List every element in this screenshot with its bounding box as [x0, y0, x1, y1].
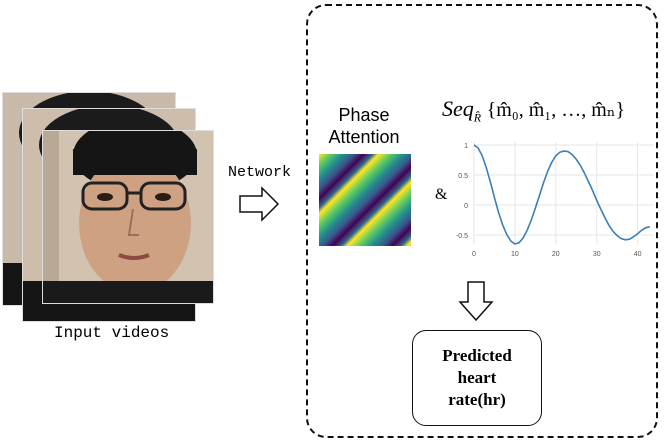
y-tick-label-1: 0.5: [458, 173, 468, 180]
sequence-formula: SeqR̂ {m̂₀, m̂₁, …, m̂ₙ}: [442, 96, 625, 125]
face-image-front: [43, 131, 213, 303]
phase-attention-line1: Phase: [338, 105, 390, 125]
phase-attention-title: Phase Attention: [314, 104, 414, 148]
prediction-line3: rate(hr): [448, 390, 506, 409]
x-tick-label-2: 20: [552, 251, 560, 258]
ampersand-symbol: &: [435, 186, 448, 203]
network-label: Network: [228, 164, 292, 181]
prediction-arrow-icon: [458, 281, 494, 322]
x-tick-label-4: 40: [634, 251, 642, 258]
prediction-line2: heart: [457, 368, 497, 387]
series-line-0: [473, 144, 651, 245]
x-tick-label-0: 0: [472, 251, 476, 258]
network-container: [306, 4, 658, 438]
x-tick-label-1: 10: [511, 251, 519, 258]
sequence-line-chart: 1 0.5 0 -0.5 0 10 20 30 40: [456, 142, 654, 258]
sequence-items: {m̂₀, m̂₁, …, m̂ₙ}: [486, 99, 626, 121]
prediction-line1: Predicted: [442, 346, 512, 365]
input-videos-label: Input videos: [54, 324, 170, 342]
phase-attention-line2: Attention: [328, 127, 400, 147]
x-tick-label-3: 30: [593, 251, 601, 258]
video-frame-front: [42, 130, 214, 304]
y-tick-label-0: 1: [464, 143, 468, 150]
y-tick-label-3: -0.5: [456, 233, 468, 240]
network-arrow-icon: [239, 186, 280, 222]
sequence-prefix: Seq: [442, 96, 474, 121]
y-tick-label-2: 0: [464, 203, 468, 210]
phase-attention-heatmap: [319, 154, 411, 246]
sequence-subscript: R̂: [473, 110, 482, 125]
predicted-heart-rate-box: Predicted heart rate(hr): [412, 330, 542, 426]
